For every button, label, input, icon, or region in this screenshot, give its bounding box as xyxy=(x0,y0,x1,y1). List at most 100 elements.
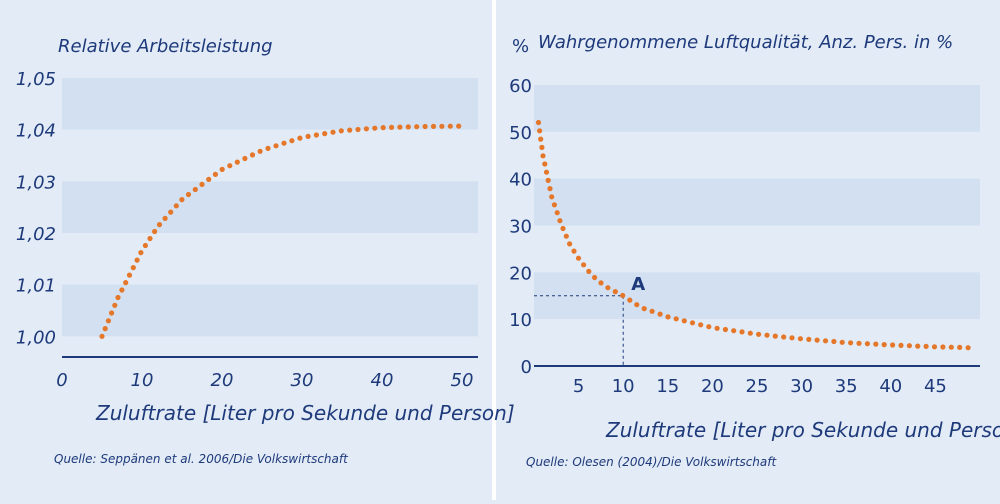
chart-right-point-34 xyxy=(698,322,704,328)
chart-right-point-1 xyxy=(537,128,543,134)
chart-left-point-36 xyxy=(305,133,311,139)
chart-left-point-41 xyxy=(347,127,353,133)
chart-right-point-63 xyxy=(940,344,946,350)
chart-left-point-25 xyxy=(219,166,225,172)
chart-left-point-14 xyxy=(152,228,158,235)
chart-right-ytick-label-0: 0 xyxy=(521,357,532,378)
chart-right-point-62 xyxy=(931,344,938,350)
chart-left-point-21 xyxy=(192,186,198,193)
chart-right-point-6 xyxy=(543,169,550,175)
chart-left-point-45 xyxy=(380,125,386,131)
chart-left-ytick-label-2: 1,02 xyxy=(16,224,56,245)
chart-left-point-53 xyxy=(447,123,453,129)
chart-left-point-52 xyxy=(439,123,445,129)
chart-left-ytick-label-3: 1,03 xyxy=(16,172,56,193)
chart-left-point-29 xyxy=(249,152,256,158)
chart-left-point-43 xyxy=(363,126,369,132)
chart-left-point-9 xyxy=(130,265,136,271)
chart-right-xtick-label-0: 5 xyxy=(573,376,584,397)
chart-left-point-5 xyxy=(115,294,121,301)
chart-right-ytick-label-5: 50 xyxy=(509,123,532,144)
chart-left-point-20 xyxy=(185,191,192,198)
chart-right-point-7 xyxy=(545,177,551,183)
chart-right-point-57 xyxy=(890,342,896,348)
chart-left-xtick-label-2: 20 xyxy=(211,370,234,391)
chart-right-band-6 xyxy=(534,319,980,366)
chart-left-point-24 xyxy=(212,171,218,177)
chart-right-point-55 xyxy=(873,341,879,347)
chart-right-point-12 xyxy=(557,218,563,224)
chart-right-point-64 xyxy=(948,344,954,350)
chart-left-point-50 xyxy=(422,123,428,130)
chart-right-point-40 xyxy=(747,330,753,336)
chart-right-point-45 xyxy=(789,335,795,341)
chart-right-xtick-label-7: 40 xyxy=(879,376,902,397)
chart-left-point-19 xyxy=(179,197,185,203)
chart-left-ytick-label-1: 1,01 xyxy=(16,276,56,297)
chart-right-point-51 xyxy=(839,339,845,345)
chart-right-point-3 xyxy=(539,144,545,150)
chart-right-point-9 xyxy=(549,194,555,200)
chart-left-point-34 xyxy=(289,138,295,144)
chart-left-point-51 xyxy=(430,123,437,129)
chart-right-point-58 xyxy=(898,342,904,348)
chart-right-xtick-label-3: 20 xyxy=(701,376,724,397)
chart-left-title: Relative Arbeitsleistung xyxy=(58,36,273,57)
chart-right-xtick-label-8: 45 xyxy=(924,376,947,397)
chart-left-band-4 xyxy=(62,233,478,285)
chart-right-point-41 xyxy=(756,331,762,337)
chart-right-point-28 xyxy=(649,308,655,314)
chart-left-point-54 xyxy=(456,123,462,129)
chart-right-point-36 xyxy=(714,325,720,331)
annotation-label: A xyxy=(631,274,645,295)
chart-left-point-48 xyxy=(405,124,411,130)
panel-divider xyxy=(492,0,496,500)
chart-right-point-16 xyxy=(571,248,577,254)
chart-right-point-11 xyxy=(554,210,560,216)
chart-right-point-31 xyxy=(673,316,679,322)
chart-right-ytick-label-6: 60 xyxy=(509,76,532,97)
chart-right-ytick-label-4: 40 xyxy=(509,170,532,191)
chart-right-xtick-label-6: 35 xyxy=(835,376,858,397)
chart-left-ytick-label-4: 1,04 xyxy=(16,121,56,142)
chart-right-point-52 xyxy=(848,340,854,346)
chart-right-point-42 xyxy=(764,332,770,338)
chart-right-point-60 xyxy=(915,343,921,349)
chart-right-point-38 xyxy=(731,328,737,334)
chart-left-point-3 xyxy=(109,310,115,316)
chart-right-point-25 xyxy=(627,297,633,303)
chart-left-point-8 xyxy=(126,272,133,278)
chart-left-source: Quelle: Seppänen et al. 2006/Die Volkswi… xyxy=(54,452,349,466)
chart-right-point-32 xyxy=(681,318,687,324)
chart-right: 0 10 20 30 40 50 60 5 10 15 20 25 30 35 40 45 A % Wahr… xyxy=(509,32,1000,469)
chart-left-yticks: 1,00 1,01 1,02 1,03 1,04 1,05 xyxy=(16,69,56,348)
chart-left-band-2 xyxy=(62,129,478,182)
chart-right-yticks: 0 10 20 30 40 50 60 xyxy=(509,76,532,378)
chart-left-bands xyxy=(62,78,478,337)
chart-right-point-20 xyxy=(592,274,598,281)
chart-left-point-23 xyxy=(206,176,212,182)
chart-left-x-axis-label: Zuluftrate [Liter pro Sekunde und Person… xyxy=(95,401,515,425)
chart-right-point-26 xyxy=(634,302,640,308)
chart-right-point-24 xyxy=(620,292,626,299)
chart-right-point-66 xyxy=(965,345,971,351)
chart-right-point-59 xyxy=(906,343,913,349)
chart-right-band-1 xyxy=(534,85,980,132)
chart-right-point-22 xyxy=(605,285,611,291)
chart-right-point-44 xyxy=(781,334,787,340)
chart-right-point-23 xyxy=(612,289,618,295)
chart-right-point-2 xyxy=(538,136,544,142)
chart-left-point-7 xyxy=(123,280,129,286)
chart-left-point-6 xyxy=(119,287,125,293)
chart-left: 1,00 1,01 1,02 1,03 1,04 1,05 0 10 20 30 40 50 Rel… xyxy=(16,36,515,466)
chart-right-point-21 xyxy=(598,280,604,286)
chart-left-point-13 xyxy=(147,235,153,242)
chart-left-point-35 xyxy=(297,135,303,141)
chart-left-point-40 xyxy=(338,128,344,134)
chart-right-point-30 xyxy=(665,314,671,320)
chart-left-point-33 xyxy=(281,140,287,146)
chart-right-point-43 xyxy=(772,333,778,339)
chart-right-point-18 xyxy=(581,262,587,268)
chart-left-point-10 xyxy=(134,257,140,263)
